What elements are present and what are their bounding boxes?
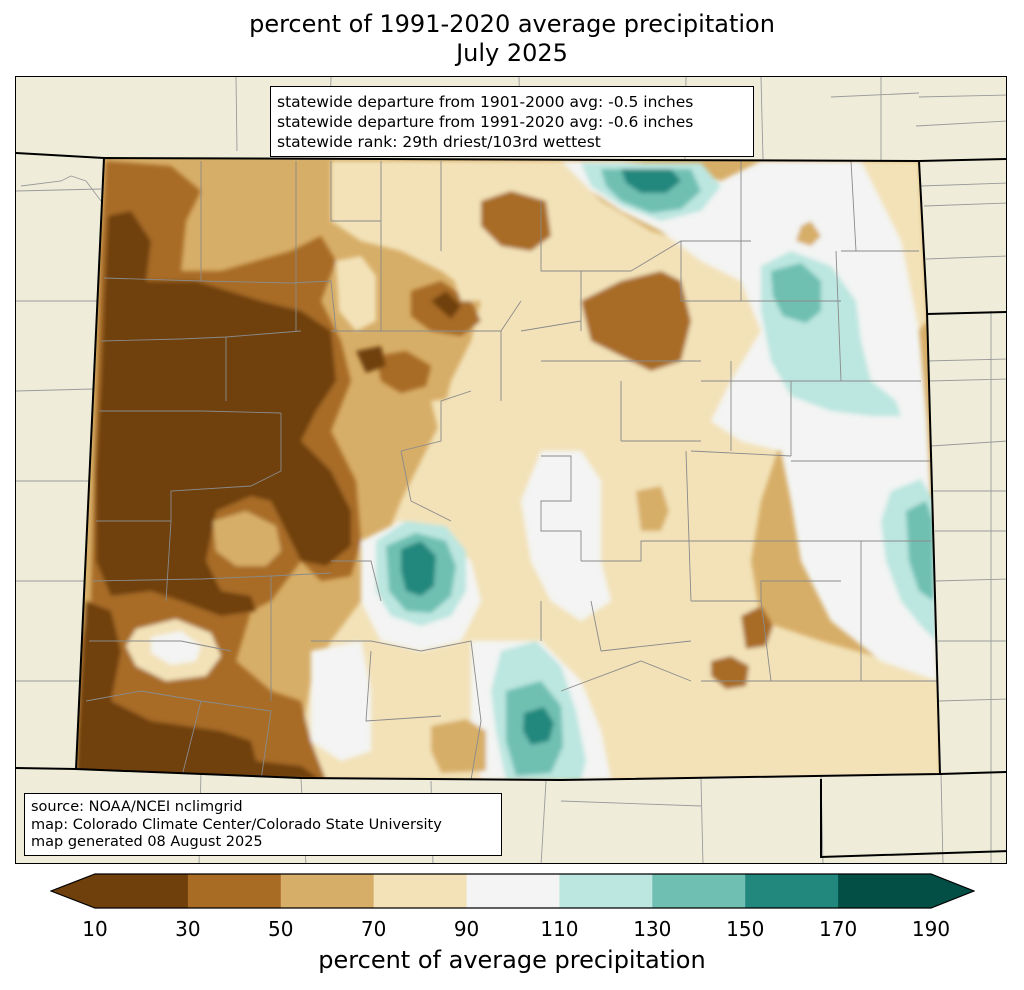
colorbar-segment (187, 874, 282, 908)
precipitation-contours (76, 161, 940, 780)
stat-departure-1991-2020: statewide departure from 1991-2020 avg: … (277, 113, 694, 131)
colorbar-segment (280, 874, 375, 908)
colorbar (50, 873, 975, 909)
map-title: percent of 1991-2020 average precipitati… (0, 10, 1024, 68)
colorbar-segment (373, 874, 468, 908)
colorbar-tick-label: 190 (911, 917, 951, 941)
colorbar-tick-label: 10 (82, 917, 108, 941)
source-generated-line: map generated 08 August 2025 (31, 834, 263, 850)
colorbar-outline (50, 873, 975, 909)
source-map-line: map: Colorado Climate Center/Colorado St… (31, 816, 442, 833)
colorbar-segment (466, 874, 560, 908)
colorbar-segment (838, 874, 932, 908)
county-lines (85, 160, 940, 780)
colorbar-tick-label: 90 (453, 917, 480, 941)
colorbar-extend-high (931, 874, 974, 908)
colorbar-segment (652, 874, 746, 908)
colorbar-tick-label: 150 (726, 917, 765, 941)
colorbar-tick-label: 70 (360, 917, 387, 941)
colorado-border (74, 156, 942, 782)
title-line-1: percent of 1991-2020 average precipitati… (249, 10, 775, 38)
source-data-line: source: NOAA/NCEI nclimgrid (31, 799, 243, 815)
colorbar-segment (95, 874, 189, 908)
colorbar-tick-label: 130 (633, 917, 672, 941)
state-borders (16, 152, 1006, 859)
colorbar-label: percent of average precipitation (318, 946, 706, 974)
colorbar-tick-label: 110 (540, 917, 579, 941)
colorbar-segment (559, 874, 653, 908)
statewide-stats-box: statewide departure from 1901-2000 avg: … (270, 86, 754, 157)
colorbar-segment (745, 874, 839, 908)
source-box: source: NOAA/NCEI nclimgrid map: Colorad… (24, 793, 502, 856)
colorbar-tick-label: 50 (268, 917, 294, 941)
title-line-2: July 2025 (456, 39, 568, 67)
map-canvas (16, 77, 1006, 863)
colorbar-tick-label: 170 (819, 917, 858, 941)
stat-departure-1901-2000: statewide departure from 1901-2000 avg: … (277, 93, 694, 111)
precipitation-map (15, 76, 1007, 864)
colorbar-tick-label: 30 (175, 917, 201, 941)
colorbar-extend-low (51, 874, 95, 908)
stat-rank: statewide rank: 29th driest/103rd wettes… (277, 133, 601, 151)
